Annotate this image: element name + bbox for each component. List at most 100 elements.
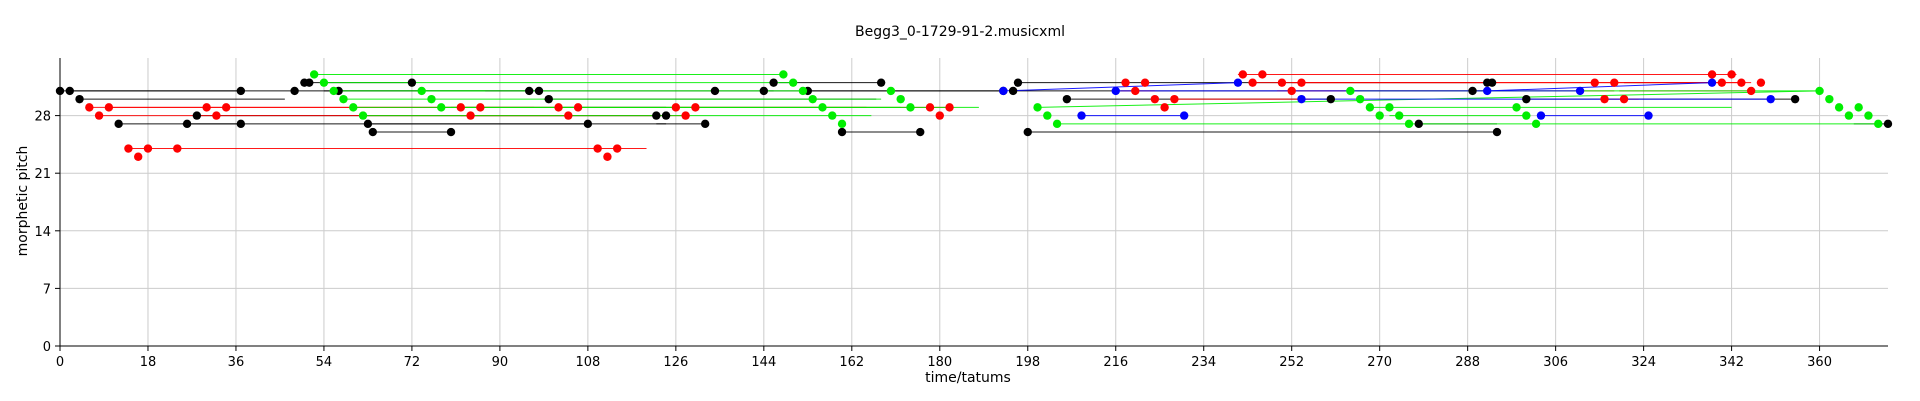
blue-note-point (1179, 111, 1189, 120)
red-note-point (935, 111, 944, 120)
green-note-point (1531, 119, 1541, 129)
red-note-point (1287, 86, 1296, 96)
green-note-point (1815, 86, 1824, 96)
green-note-point (818, 103, 827, 112)
green-note-point (1385, 103, 1394, 112)
green-note-point (349, 103, 358, 112)
blue-note-point (1707, 78, 1717, 87)
red-note-point (124, 144, 133, 153)
green-note-point (427, 94, 436, 104)
x-tick-label: 252 (1279, 355, 1304, 370)
green-note-point (779, 70, 788, 79)
black-note-point (75, 94, 84, 104)
red-note-point (564, 111, 573, 120)
black-note-point (710, 86, 720, 96)
green-note-point (828, 111, 837, 120)
red-note-point (212, 111, 221, 120)
black-note-point (1468, 86, 1477, 96)
red-note-point (1590, 78, 1599, 87)
blue-note-point (1575, 86, 1585, 96)
red-note-point (85, 103, 94, 112)
chart-title: Begg3_0-1729-91-2.musicxml (855, 24, 1065, 40)
red-note-point (1258, 70, 1267, 79)
green-note-point (1854, 103, 1863, 112)
green-note-point (1522, 111, 1531, 120)
axis-layer (59, 58, 1888, 347)
x-axis-title: time/tatums (925, 370, 1011, 386)
black-note-point (1522, 94, 1531, 104)
black-note-point (192, 111, 202, 120)
black-note-point (182, 119, 192, 129)
blue-note-point (1536, 111, 1546, 120)
green-note-point (309, 70, 319, 79)
x-tick-label: 36 (228, 355, 245, 370)
green-note-point (339, 94, 348, 104)
red-note-point (945, 103, 954, 112)
red-note-point (466, 111, 475, 120)
red-note-point (681, 111, 690, 120)
red-note-point (134, 152, 143, 161)
green-note-point (1052, 119, 1062, 129)
green-note-point (358, 111, 368, 120)
black-note-point (407, 78, 417, 87)
green-note-point (896, 94, 905, 104)
x-tick-label: 108 (575, 355, 600, 370)
red-note-point (612, 144, 622, 153)
black-note-point (305, 78, 314, 87)
green-note-point (1375, 111, 1384, 120)
black-note-point (1790, 94, 1800, 104)
black-note-point (544, 94, 553, 104)
black-note-point (65, 86, 74, 96)
red-note-point (1248, 78, 1257, 87)
x-tick-label: 216 (1103, 355, 1128, 370)
black-note-point (1023, 127, 1032, 137)
black-note-point (652, 111, 661, 120)
x-tick-label: 360 (1807, 355, 1832, 370)
green-note-point (1844, 111, 1854, 120)
x-tick-label: 144 (751, 355, 776, 370)
green-note-point (788, 78, 798, 87)
y-tick-label: 7 (43, 282, 51, 297)
blue-note-point (1233, 78, 1243, 87)
black-note-point (1883, 119, 1893, 129)
black-note-point (1492, 127, 1502, 137)
green-note-point (1825, 94, 1834, 104)
black-note-point (534, 86, 544, 96)
red-note-point (554, 103, 563, 112)
green-note-point (808, 94, 817, 104)
x-tick-label: 162 (839, 355, 864, 370)
red-note-point (925, 103, 935, 112)
black-note-point (1326, 94, 1336, 104)
green-note-point (1365, 103, 1375, 112)
red-note-point (143, 144, 153, 153)
black-note-point (368, 127, 378, 137)
red-note-point (1238, 70, 1248, 79)
red-note-point (1737, 78, 1746, 87)
x-tick-label: 234 (1191, 355, 1216, 370)
x-tick-label: 198 (1015, 355, 1040, 370)
x-tick-label: 54 (316, 355, 333, 370)
y-tick-label: 0 (43, 340, 51, 355)
red-note-point (456, 103, 465, 112)
x-tick-label: 306 (1543, 355, 1568, 370)
red-note-point (573, 103, 583, 112)
red-note-point (221, 103, 231, 112)
green-note-point (1874, 119, 1883, 129)
x-tick-label: 72 (404, 355, 421, 370)
red-note-point (1160, 103, 1169, 112)
blue-note-point (999, 86, 1008, 96)
red-note-point (671, 103, 681, 112)
x-tick-label: 288 (1455, 355, 1480, 370)
y-tick-label: 21 (34, 167, 51, 182)
black-note-point (1008, 86, 1018, 96)
blue-note-point (1077, 111, 1086, 120)
x-tick-label: 180 (927, 355, 952, 370)
black-note-point (1414, 119, 1423, 129)
red-note-point (1619, 94, 1629, 104)
y-tick-label: 28 (34, 110, 51, 125)
grid-layer (59, 58, 1888, 347)
red-note-point (94, 111, 104, 120)
red-note-point (173, 144, 182, 153)
blue-note-point (1483, 86, 1492, 96)
